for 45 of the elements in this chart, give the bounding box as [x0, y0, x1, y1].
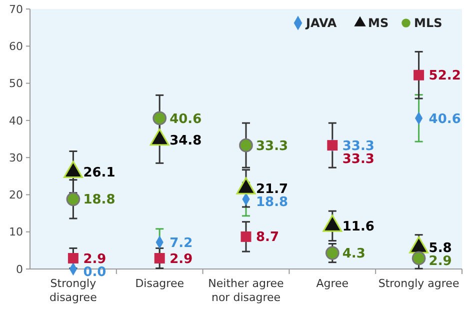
point	[239, 138, 253, 152]
y-tick-label: 0	[16, 262, 23, 276]
data-label: 18.8	[83, 192, 116, 208]
point	[152, 111, 167, 126]
data-label: 11.6	[342, 219, 374, 234]
x-tick-label: Strongly agree	[378, 277, 460, 290]
x-tick-label: Disagree	[135, 277, 184, 290]
data-label: 7.2	[170, 236, 193, 251]
legend-label: MS	[368, 16, 389, 30]
y-tick-label: 40	[9, 114, 23, 128]
data-label: 8.7	[256, 230, 280, 246]
x-tick-label: Agree	[316, 277, 349, 290]
x-tick-label: Neither agree nor disagree	[208, 277, 284, 304]
data-label: 2.9	[170, 252, 193, 267]
y-tick-label: 10	[9, 226, 23, 239]
point	[68, 252, 78, 264]
point	[412, 251, 426, 266]
data-label: 26.1	[83, 166, 116, 181]
point	[66, 192, 80, 206]
data-label: 40.6	[170, 112, 202, 127]
data-label: 4.3	[342, 246, 366, 262]
y-tick-label: 70	[9, 2, 23, 16]
data-label: 40.6	[428, 112, 461, 127]
point	[240, 231, 252, 242]
legend-label: MLS	[414, 16, 442, 30]
x-tick-label: Strongly disagree	[50, 277, 98, 304]
point	[154, 252, 165, 264]
data-label: 33.3	[342, 152, 374, 167]
data-label: 18.8	[256, 194, 288, 210]
legend-label: JAVA	[305, 16, 338, 30]
y-tick-label: 30	[9, 151, 23, 164]
data-label: 2.9	[83, 252, 106, 267]
y-tick-label: 60	[9, 40, 23, 53]
data-label: 34.8	[170, 133, 202, 148]
point	[414, 70, 424, 80]
data-label: 33.3	[342, 138, 374, 154]
y-tick-label: 50	[9, 77, 23, 90]
data-label: 52.2	[428, 68, 461, 84]
data-label: 33.3	[256, 138, 288, 154]
data-label: 0.0	[83, 264, 106, 280]
data-label: 5.8	[428, 241, 452, 256]
y-tick-label: 20	[9, 188, 23, 202]
data-label: 21.7	[256, 182, 288, 197]
point	[325, 246, 340, 260]
data-label: 2.9	[428, 254, 452, 270]
